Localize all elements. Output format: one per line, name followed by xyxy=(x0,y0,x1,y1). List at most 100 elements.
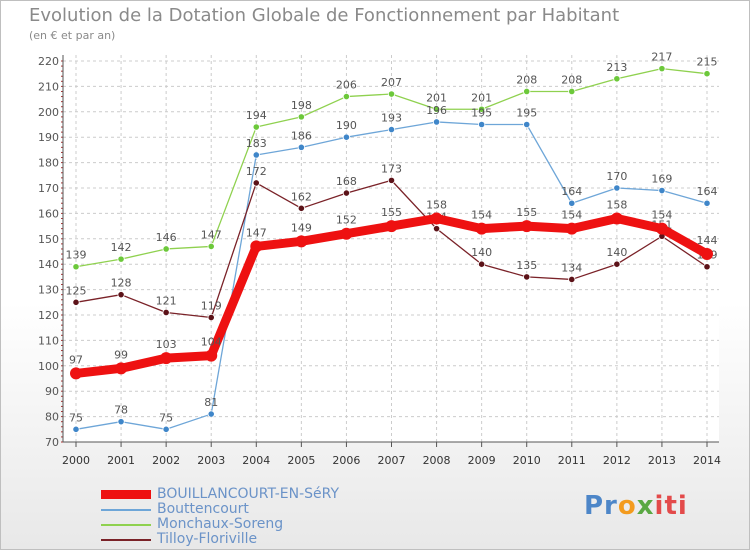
data-point-bouttencourt xyxy=(613,184,621,192)
data-label-tilloy-floriville: 162 xyxy=(291,190,312,203)
data-point-monchaux-soreng xyxy=(568,87,576,96)
chart-title: Evolution de la Dotation Globale de Fonc… xyxy=(29,5,620,26)
data-point-bouillancourt-en-s-ry xyxy=(565,222,578,235)
data-label-tilloy-floriville: 172 xyxy=(246,165,267,178)
data-label-monchaux-soreng: 198 xyxy=(291,99,312,112)
data-label-bouttencourt: 170 xyxy=(606,170,627,183)
data-point-bouillancourt-en-s-ry xyxy=(610,212,623,225)
data-label-monchaux-soreng: 201 xyxy=(471,91,492,104)
y-tick-label: 170 xyxy=(38,182,59,195)
data-point-bouttencourt xyxy=(658,186,666,195)
x-tick-label: 2012 xyxy=(603,454,631,467)
data-point-bouttencourt xyxy=(72,425,80,433)
y-tick-label: 80 xyxy=(45,411,59,424)
data-point-bouillancourt-en-s-ry xyxy=(160,352,173,365)
data-point-tilloy-floriville xyxy=(703,263,711,271)
data-point-bouttencourt xyxy=(297,143,305,151)
data-point-tilloy-floriville xyxy=(613,260,621,268)
data-label-bouttencourt: 195 xyxy=(471,107,492,120)
data-label-bouttencourt: 183 xyxy=(246,137,267,150)
data-point-bouttencourt xyxy=(342,133,351,141)
data-point-bouillancourt-en-s-ry xyxy=(205,349,218,362)
data-label-monchaux-soreng: 215 xyxy=(697,56,718,69)
data-label-bouillancourt-en-s-ry: 103 xyxy=(156,338,177,351)
legend-label: BOUILLANCOURT-EN-SéRY xyxy=(157,486,340,502)
data-point-bouillancourt-en-s-ry xyxy=(385,220,398,233)
data-label-monchaux-soreng: 139 xyxy=(66,249,87,262)
data-label-tilloy-floriville: 135 xyxy=(516,259,537,272)
data-point-monchaux-soreng xyxy=(523,87,531,96)
data-point-tilloy-floriville xyxy=(478,260,486,268)
y-tick-label: 90 xyxy=(45,385,59,398)
x-tick-label: 2010 xyxy=(513,454,541,467)
data-label-bouillancourt-en-s-ry: 154 xyxy=(471,209,492,222)
data-point-monchaux-soreng xyxy=(117,255,125,263)
data-point-tilloy-floriville xyxy=(523,273,531,281)
y-tick-label: 220 xyxy=(38,55,59,68)
data-point-tilloy-floriville xyxy=(432,225,441,233)
y-tick-label: 120 xyxy=(38,309,59,322)
legend-swatch xyxy=(101,539,151,541)
data-point-monchaux-soreng xyxy=(207,242,215,251)
data-label-bouttencourt: 196 xyxy=(426,104,447,117)
data-point-monchaux-soreng xyxy=(432,105,441,113)
data-point-bouttencourt xyxy=(568,199,576,207)
y-tick-label: 180 xyxy=(38,157,59,170)
x-tick-label: 2014 xyxy=(693,454,721,467)
data-point-bouillancourt-en-s-ry xyxy=(520,220,533,233)
data-point-bouttencourt xyxy=(523,120,531,129)
data-point-monchaux-soreng xyxy=(478,105,486,113)
data-point-monchaux-soreng xyxy=(703,70,711,78)
data-label-bouillancourt-en-s-ry: 149 xyxy=(291,221,312,234)
legend-label: Bouttencourt xyxy=(157,501,249,517)
data-point-bouttencourt xyxy=(117,418,125,426)
x-tick-label: 2009 xyxy=(468,454,496,467)
x-tick-label: 2006 xyxy=(332,454,360,467)
data-label-tilloy-floriville: 119 xyxy=(201,300,222,313)
x-tick-label: 2001 xyxy=(107,454,135,467)
data-label-bouillancourt-en-s-ry: 147 xyxy=(246,226,267,239)
x-tick-label: 2003 xyxy=(197,454,225,467)
data-point-bouillancourt-en-s-ry xyxy=(340,227,353,240)
data-point-monchaux-soreng xyxy=(342,92,351,101)
data-point-bouttencourt xyxy=(207,410,215,418)
data-label-bouttencourt: 75 xyxy=(159,411,173,424)
data-point-bouillancourt-en-s-ry xyxy=(655,222,668,235)
y-tick-label: 190 xyxy=(38,131,59,144)
y-tick-label: 210 xyxy=(38,80,59,93)
data-label-bouillancourt-en-s-ry: 158 xyxy=(426,198,447,211)
data-label-tilloy-floriville: 140 xyxy=(471,246,492,259)
y-tick-label: 100 xyxy=(38,360,59,373)
data-label-monchaux-soreng: 208 xyxy=(561,73,582,86)
data-point-tilloy-floriville xyxy=(162,308,170,317)
data-point-bouttencourt xyxy=(387,125,396,134)
data-label-bouttencourt: 186 xyxy=(291,129,312,142)
data-label-bouttencourt: 75 xyxy=(69,411,83,424)
data-point-bouillancourt-en-s-ry xyxy=(475,222,488,235)
y-tick-label: 70 xyxy=(45,436,59,449)
data-label-bouttencourt: 193 xyxy=(381,112,402,125)
data-label-bouillancourt-en-s-ry: 152 xyxy=(336,214,357,227)
data-point-bouillancourt-en-s-ry xyxy=(701,248,713,261)
legend-swatch xyxy=(101,490,151,499)
data-point-bouillancourt-en-s-ry xyxy=(295,235,308,248)
data-point-monchaux-soreng xyxy=(613,75,621,83)
x-tick-label: 2007 xyxy=(378,454,406,467)
data-point-tilloy-floriville xyxy=(252,179,260,187)
data-label-bouttencourt: 190 xyxy=(336,119,357,132)
data-point-bouttencourt xyxy=(252,151,260,159)
x-tick-label: 2004 xyxy=(242,454,270,467)
data-label-tilloy-floriville: 140 xyxy=(606,246,627,259)
data-point-tilloy-floriville xyxy=(117,291,125,299)
data-label-monchaux-soreng: 208 xyxy=(516,73,537,86)
y-tick-label: 140 xyxy=(38,258,59,271)
data-point-bouttencourt xyxy=(478,120,486,129)
data-label-tilloy-floriville: 168 xyxy=(336,175,357,188)
x-tick-label: 2013 xyxy=(648,454,676,467)
data-point-bouttencourt xyxy=(162,425,170,433)
x-tick-label: 2000 xyxy=(62,454,90,467)
x-tick-label: 2002 xyxy=(152,454,180,467)
data-label-bouillancourt-en-s-ry: 158 xyxy=(606,198,627,211)
data-label-bouttencourt: 169 xyxy=(651,173,672,186)
